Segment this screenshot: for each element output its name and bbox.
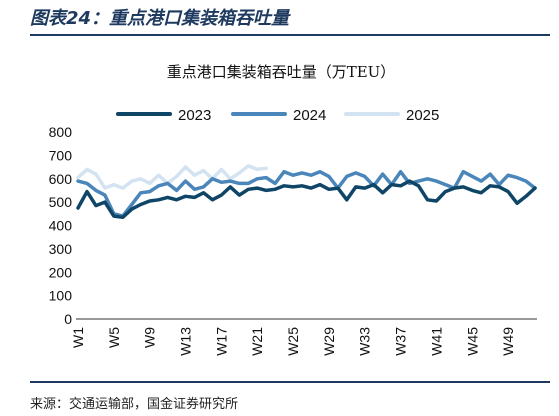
x-tick-label: W49	[500, 327, 516, 356]
series-line-2024	[76, 169, 537, 218]
y-tick-label: 600	[49, 171, 73, 187]
x-tick-label: W13	[178, 327, 194, 356]
y-tick-label: 400	[49, 218, 73, 234]
legend-label-2023: 2023	[178, 107, 211, 124]
y-tick-label: 300	[49, 241, 73, 257]
bottom-rule	[30, 381, 550, 383]
top-rule	[30, 34, 550, 36]
y-tick-label: 500	[49, 194, 73, 210]
series-line-2023	[76, 179, 537, 220]
x-tick-label: W37	[393, 327, 409, 356]
x-tick-label: W1	[70, 327, 86, 348]
x-tick-label: W25	[285, 327, 301, 356]
x-tick-label: W45	[464, 327, 480, 356]
series-lines	[76, 164, 537, 220]
legend-label-2025: 2025	[406, 107, 439, 124]
y-tick-label: 200	[49, 264, 73, 280]
y-axis: 0 100 200 300 400 500 600 700 800	[49, 124, 73, 327]
figure-title: 图表24：重点港口集装箱吞吐量	[30, 8, 290, 29]
series-line-2025	[76, 164, 268, 190]
x-tick-label: W17	[213, 327, 229, 356]
x-tick-label: W21	[249, 327, 265, 356]
chart-title: 重点港口集装箱吞吐量（万TEU）	[167, 63, 396, 81]
x-tick-label: W41	[428, 327, 444, 356]
y-tick-label: 0	[64, 311, 72, 327]
y-tick-label: 800	[49, 124, 73, 140]
x-axis: W1 W5 W9 W13 W17 W21 W25 W29 W33 W37 W41 W45 W49	[70, 318, 537, 356]
x-tick-label: W9	[142, 327, 158, 348]
y-tick-label: 700	[49, 147, 73, 163]
x-tick-label: W33	[357, 327, 373, 356]
legend-label-2024: 2024	[293, 107, 326, 124]
y-tick-label: 100	[49, 288, 73, 304]
legend: 2023 2024 2025	[116, 107, 439, 124]
source-note: 来源：交通运输部，国金证券研究所	[30, 397, 239, 412]
x-tick-label: W29	[321, 327, 337, 356]
x-tick-label: W5	[106, 327, 122, 348]
